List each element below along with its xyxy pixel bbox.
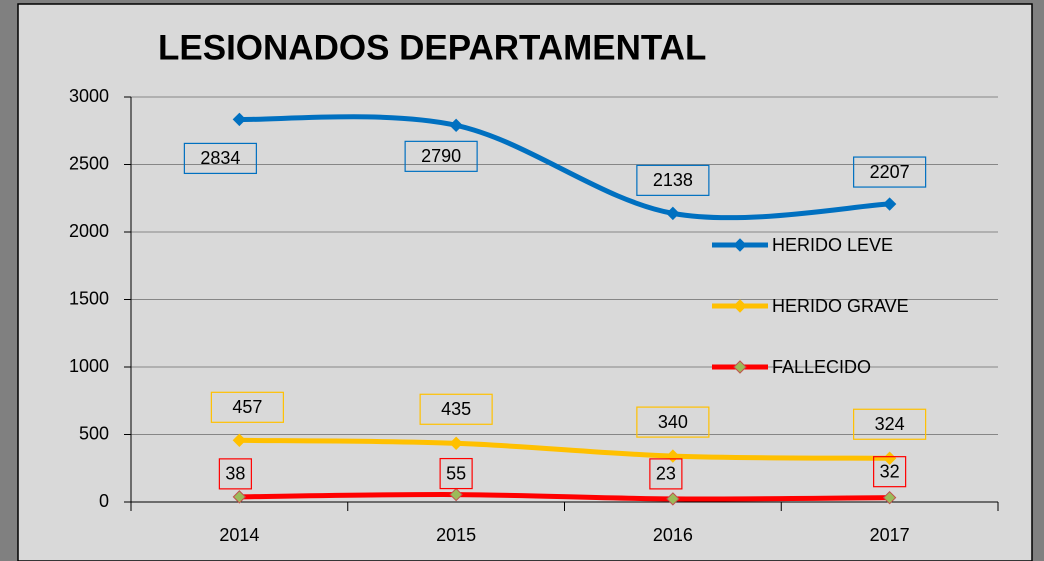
marker — [232, 490, 247, 504]
marker — [666, 492, 680, 506]
marker — [449, 436, 463, 450]
legend-label: FALLECIDO — [772, 357, 871, 377]
data-label: 457 — [232, 397, 262, 417]
y-tick-label: 1500 — [69, 288, 109, 308]
x-tick-label: 2016 — [653, 525, 693, 545]
data-label: 23 — [656, 464, 676, 484]
data-label: 324 — [875, 414, 905, 434]
data-label-box — [853, 408, 927, 440]
data-label-box — [636, 406, 710, 438]
series-line — [239, 492, 890, 502]
data-label-box — [419, 393, 493, 425]
data-label-box — [210, 391, 284, 423]
series-line — [239, 114, 890, 221]
marker — [666, 206, 680, 221]
series-line — [239, 437, 890, 461]
legend-label: HERIDO LEVE — [772, 235, 893, 255]
data-label: 2138 — [653, 170, 693, 190]
legend-marker — [733, 360, 747, 374]
data-label: 38 — [225, 464, 245, 484]
marker — [449, 487, 463, 502]
y-tick-label: 3000 — [69, 86, 109, 106]
x-tick-label: 2014 — [219, 525, 259, 545]
y-tick-label: 0 — [99, 491, 109, 511]
marker — [882, 490, 897, 505]
y-tick-label: 1000 — [69, 356, 109, 376]
data-label-box — [853, 156, 927, 188]
marker — [232, 433, 247, 448]
data-label-box — [218, 458, 252, 490]
data-label-box — [404, 140, 478, 172]
y-tick-label: 2000 — [69, 221, 109, 241]
data-label: 2790 — [421, 146, 461, 166]
data-label-box — [649, 458, 683, 490]
data-label: 2207 — [870, 162, 910, 182]
data-label: 55 — [446, 463, 466, 483]
data-label: 435 — [441, 399, 471, 419]
marker — [882, 197, 897, 211]
y-tick-label: 500 — [79, 423, 109, 443]
chart-title: LESIONADOS DEPARTAMENTAL — [158, 28, 706, 67]
data-label: 32 — [880, 461, 900, 481]
x-tick-label: 2017 — [870, 525, 910, 545]
legend-marker — [733, 299, 747, 313]
data-label: 340 — [658, 412, 688, 432]
marker — [449, 118, 463, 133]
data-label-box — [636, 164, 710, 196]
data-label: 2834 — [200, 148, 240, 168]
data-label-box — [439, 457, 473, 490]
legend-marker — [733, 238, 747, 252]
legend-label: HERIDO GRAVE — [772, 296, 909, 316]
y-tick-label: 2500 — [69, 153, 109, 173]
data-label-box — [873, 456, 907, 488]
marker — [232, 112, 247, 127]
data-label-box — [183, 142, 257, 175]
x-tick-label: 2015 — [436, 525, 476, 545]
